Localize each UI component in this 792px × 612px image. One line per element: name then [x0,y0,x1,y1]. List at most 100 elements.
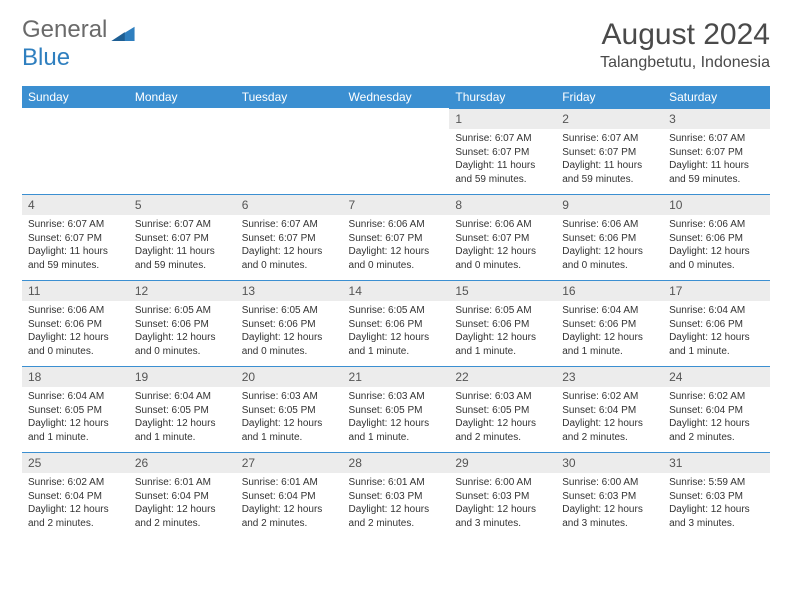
day-info: Sunrise: 6:04 AMSunset: 6:05 PMDaylight:… [22,387,129,447]
day-info: Sunrise: 6:04 AMSunset: 6:05 PMDaylight:… [129,387,236,447]
day-number: 18 [22,366,129,387]
day-info: Sunrise: 6:06 AMSunset: 6:06 PMDaylight:… [556,215,663,275]
day-info: Sunrise: 6:05 AMSunset: 6:06 PMDaylight:… [129,301,236,361]
calendar-cell: 27Sunrise: 6:01 AMSunset: 6:04 PMDayligh… [236,452,343,538]
calendar-body: 1Sunrise: 6:07 AMSunset: 6:07 PMDaylight… [22,108,770,538]
day-number: 20 [236,366,343,387]
calendar-cell: 21Sunrise: 6:03 AMSunset: 6:05 PMDayligh… [343,366,450,452]
day-info: Sunrise: 6:06 AMSunset: 6:06 PMDaylight:… [663,215,770,275]
calendar-table: SundayMondayTuesdayWednesdayThursdayFrid… [22,86,770,538]
day-number: 10 [663,194,770,215]
calendar-cell: 17Sunrise: 6:04 AMSunset: 6:06 PMDayligh… [663,280,770,366]
header: GeneralBlue August 2024 Talangbetutu, In… [22,18,770,72]
calendar-cell: 15Sunrise: 6:05 AMSunset: 6:06 PMDayligh… [449,280,556,366]
day-number: 2 [556,108,663,129]
day-number: 9 [556,194,663,215]
day-info: Sunrise: 6:07 AMSunset: 6:07 PMDaylight:… [236,215,343,275]
day-info: Sunrise: 6:04 AMSunset: 6:06 PMDaylight:… [556,301,663,361]
day-info: Sunrise: 6:07 AMSunset: 6:07 PMDaylight:… [129,215,236,275]
calendar-cell: 23Sunrise: 6:02 AMSunset: 6:04 PMDayligh… [556,366,663,452]
day-info: Sunrise: 5:59 AMSunset: 6:03 PMDaylight:… [663,473,770,533]
day-number: 7 [343,194,450,215]
day-number: 16 [556,280,663,301]
day-info: Sunrise: 6:02 AMSunset: 6:04 PMDaylight:… [663,387,770,447]
calendar-cell: 25Sunrise: 6:02 AMSunset: 6:04 PMDayligh… [22,452,129,538]
day-header: Saturday [663,86,770,108]
logo-text-1: General [22,16,107,43]
day-header-row: SundayMondayTuesdayWednesdayThursdayFrid… [22,86,770,108]
calendar-cell [236,108,343,194]
day-number: 23 [556,366,663,387]
day-number: 30 [556,452,663,473]
calendar-row: 1Sunrise: 6:07 AMSunset: 6:07 PMDaylight… [22,108,770,194]
day-info: Sunrise: 6:03 AMSunset: 6:05 PMDaylight:… [449,387,556,447]
calendar-cell [129,108,236,194]
calendar-cell: 11Sunrise: 6:06 AMSunset: 6:06 PMDayligh… [22,280,129,366]
day-number: 28 [343,452,450,473]
day-number: 24 [663,366,770,387]
day-info: Sunrise: 6:07 AMSunset: 6:07 PMDaylight:… [556,129,663,189]
day-info: Sunrise: 6:01 AMSunset: 6:04 PMDaylight:… [129,473,236,533]
day-number: 25 [22,452,129,473]
day-number: 4 [22,194,129,215]
day-info: Sunrise: 6:00 AMSunset: 6:03 PMDaylight:… [449,473,556,533]
day-number: 12 [129,280,236,301]
calendar-cell: 4Sunrise: 6:07 AMSunset: 6:07 PMDaylight… [22,194,129,280]
calendar-row: 25Sunrise: 6:02 AMSunset: 6:04 PMDayligh… [22,452,770,538]
logo: GeneralBlue [22,18,135,70]
day-info: Sunrise: 6:01 AMSunset: 6:04 PMDaylight:… [236,473,343,533]
day-number: 11 [22,280,129,301]
day-number: 1 [449,108,556,129]
calendar-cell [343,108,450,194]
calendar-cell: 29Sunrise: 6:00 AMSunset: 6:03 PMDayligh… [449,452,556,538]
calendar-row: 18Sunrise: 6:04 AMSunset: 6:05 PMDayligh… [22,366,770,452]
day-info: Sunrise: 6:03 AMSunset: 6:05 PMDaylight:… [343,387,450,447]
calendar-row: 4Sunrise: 6:07 AMSunset: 6:07 PMDaylight… [22,194,770,280]
day-number: 5 [129,194,236,215]
day-number: 17 [663,280,770,301]
month-title: August 2024 [600,18,770,52]
calendar-cell: 14Sunrise: 6:05 AMSunset: 6:06 PMDayligh… [343,280,450,366]
day-info: Sunrise: 6:00 AMSunset: 6:03 PMDaylight:… [556,473,663,533]
calendar-cell: 16Sunrise: 6:04 AMSunset: 6:06 PMDayligh… [556,280,663,366]
location: Talangbetutu, Indonesia [600,54,770,72]
day-info: Sunrise: 6:07 AMSunset: 6:07 PMDaylight:… [449,129,556,189]
calendar-cell: 24Sunrise: 6:02 AMSunset: 6:04 PMDayligh… [663,366,770,452]
day-number: 8 [449,194,556,215]
day-number: 29 [449,452,556,473]
calendar-cell: 7Sunrise: 6:06 AMSunset: 6:07 PMDaylight… [343,194,450,280]
day-number: 13 [236,280,343,301]
calendar-cell: 18Sunrise: 6:04 AMSunset: 6:05 PMDayligh… [22,366,129,452]
day-info: Sunrise: 6:05 AMSunset: 6:06 PMDaylight:… [343,301,450,361]
day-number: 14 [343,280,450,301]
day-number: 26 [129,452,236,473]
day-number: 22 [449,366,556,387]
day-header: Friday [556,86,663,108]
day-header: Monday [129,86,236,108]
day-info: Sunrise: 6:03 AMSunset: 6:05 PMDaylight:… [236,387,343,447]
calendar-cell: 9Sunrise: 6:06 AMSunset: 6:06 PMDaylight… [556,194,663,280]
calendar-cell: 30Sunrise: 6:00 AMSunset: 6:03 PMDayligh… [556,452,663,538]
day-info: Sunrise: 6:06 AMSunset: 6:06 PMDaylight:… [22,301,129,361]
calendar-cell: 12Sunrise: 6:05 AMSunset: 6:06 PMDayligh… [129,280,236,366]
calendar-cell: 6Sunrise: 6:07 AMSunset: 6:07 PMDaylight… [236,194,343,280]
calendar-cell: 3Sunrise: 6:07 AMSunset: 6:07 PMDaylight… [663,108,770,194]
day-header: Thursday [449,86,556,108]
calendar-cell: 19Sunrise: 6:04 AMSunset: 6:05 PMDayligh… [129,366,236,452]
calendar-cell: 22Sunrise: 6:03 AMSunset: 6:05 PMDayligh… [449,366,556,452]
day-number: 21 [343,366,450,387]
calendar-cell: 5Sunrise: 6:07 AMSunset: 6:07 PMDaylight… [129,194,236,280]
calendar-cell: 28Sunrise: 6:01 AMSunset: 6:03 PMDayligh… [343,452,450,538]
day-info: Sunrise: 6:02 AMSunset: 6:04 PMDaylight:… [22,473,129,533]
logo-text-2: Blue [22,44,70,71]
calendar-cell [22,108,129,194]
day-number: 6 [236,194,343,215]
day-number: 31 [663,452,770,473]
day-header: Wednesday [343,86,450,108]
calendar-cell: 8Sunrise: 6:06 AMSunset: 6:07 PMDaylight… [449,194,556,280]
day-info: Sunrise: 6:02 AMSunset: 6:04 PMDaylight:… [556,387,663,447]
day-number: 27 [236,452,343,473]
day-info: Sunrise: 6:05 AMSunset: 6:06 PMDaylight:… [236,301,343,361]
day-info: Sunrise: 6:07 AMSunset: 6:07 PMDaylight:… [22,215,129,275]
calendar-cell: 1Sunrise: 6:07 AMSunset: 6:07 PMDaylight… [449,108,556,194]
